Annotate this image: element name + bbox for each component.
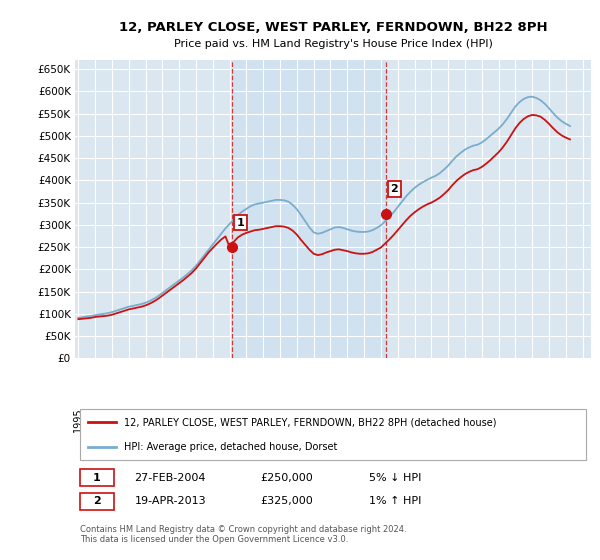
Text: 1% ↑ HPI: 1% ↑ HPI [369, 496, 421, 506]
Text: Price paid vs. HM Land Registry's House Price Index (HPI): Price paid vs. HM Land Registry's House … [173, 39, 493, 49]
Text: 12, PARLEY CLOSE, WEST PARLEY, FERNDOWN, BH22 8PH (detached house): 12, PARLEY CLOSE, WEST PARLEY, FERNDOWN,… [124, 417, 497, 427]
Text: 5% ↓ HPI: 5% ↓ HPI [369, 473, 421, 483]
Text: 2: 2 [93, 496, 101, 506]
Bar [232, 60, 386, 358]
Text: HPI: Average price, detached house, Dorset: HPI: Average price, detached house, Dors… [124, 442, 337, 451]
Text: 1: 1 [93, 473, 101, 483]
Text: 19-APR-2013: 19-APR-2013 [134, 496, 206, 506]
FancyBboxPatch shape [80, 493, 114, 510]
Text: 1: 1 [236, 218, 244, 227]
Text: Contains HM Land Registry data © Crown copyright and database right 2024.
This d: Contains HM Land Registry data © Crown c… [80, 525, 407, 544]
Text: £325,000: £325,000 [261, 496, 314, 506]
Text: 27-FEB-2004: 27-FEB-2004 [134, 473, 206, 483]
FancyBboxPatch shape [80, 469, 114, 487]
Text: 2: 2 [391, 184, 398, 194]
Text: £250,000: £250,000 [261, 473, 314, 483]
FancyBboxPatch shape [80, 409, 586, 460]
Text: 12, PARLEY CLOSE, WEST PARLEY, FERNDOWN, BH22 8PH: 12, PARLEY CLOSE, WEST PARLEY, FERNDOWN,… [119, 21, 547, 34]
